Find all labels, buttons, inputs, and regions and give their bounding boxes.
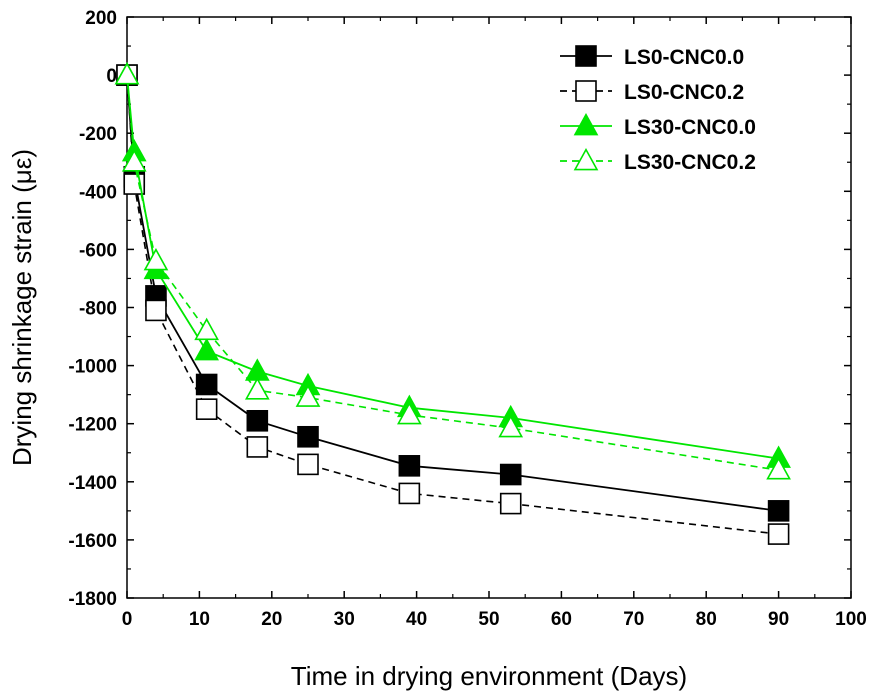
x-tick-label: 70 (623, 609, 644, 630)
data-point (499, 492, 522, 515)
y-tick-label: 0 (106, 66, 117, 87)
series-layer (114, 62, 791, 545)
legend-label: LS30-CNC0.2 (624, 151, 756, 174)
legend-label: LS30-CNC0.0 (624, 116, 756, 139)
data-point (766, 457, 791, 480)
plot-frame (126, 16, 852, 599)
x-tick-label: 100 (835, 609, 867, 630)
data-point (121, 149, 147, 172)
data-point (114, 62, 140, 85)
data-point (246, 436, 269, 458)
y-tick-label: -1800 (68, 589, 117, 610)
y-tick-label: -1200 (68, 415, 117, 436)
x-tick-label: 80 (696, 609, 717, 630)
legend-marker (575, 80, 597, 102)
series-0 (116, 64, 790, 522)
legend-label: LS0-CNC0.2 (624, 81, 744, 104)
x-tick-label: 0 (122, 609, 133, 630)
x-tick-label: 40 (406, 609, 427, 630)
series-line (126, 75, 779, 512)
legend-marker (573, 112, 599, 136)
data-point (297, 425, 319, 448)
data-point (398, 455, 421, 477)
data-point (194, 338, 219, 361)
data-point (244, 377, 270, 400)
series-1 (116, 64, 790, 545)
series-line (126, 75, 779, 535)
data-point (767, 523, 790, 545)
x-tick-label: 30 (334, 609, 355, 630)
data-point (498, 415, 524, 438)
data-point (767, 500, 790, 522)
y-tick-label: -1400 (68, 473, 117, 494)
data-point (499, 463, 522, 486)
legend-marker (575, 45, 597, 67)
data-point (246, 409, 269, 432)
legend-label: LS0-CNC0.0 (624, 46, 744, 69)
y-tick-label: -400 (79, 182, 117, 203)
x-axis-title: Time in drying environment (Days) (291, 661, 687, 691)
data-point (295, 384, 321, 407)
y-axis-title: Drying shrinkage strain (με) (7, 149, 37, 466)
x-tick-label: 90 (768, 609, 789, 630)
data-point (194, 317, 219, 341)
data-point (397, 401, 422, 425)
x-tick-label: 50 (478, 609, 499, 630)
x-tick-label: 20 (261, 609, 282, 630)
legend-marker (573, 147, 599, 171)
data-point (297, 453, 319, 476)
y-tick-label: 200 (85, 8, 117, 29)
legend: LS0-CNC0.0 LS0-CNC0.2 LS30-CNC0.0 LS30-CNC0… (560, 45, 756, 174)
x-tick-label: 60 (551, 609, 572, 630)
data-point (398, 482, 421, 505)
data-point (143, 247, 169, 271)
y-tick-label: -800 (79, 299, 117, 320)
series-3 (114, 62, 791, 480)
data-point (244, 358, 270, 381)
axes: 0 10 20 30 40 50 60 70 80 90 100 200 0 -200 -400 -600 -8… (68, 8, 866, 630)
x-tick-label: 10 (189, 609, 210, 630)
y-tick-label: -600 (79, 240, 117, 261)
data-point (195, 373, 218, 396)
data-point (195, 398, 218, 420)
y-tick-label: -1600 (68, 531, 117, 552)
y-tick-label: -200 (79, 124, 117, 145)
data-point (145, 299, 167, 322)
y-tick-label: -1000 (68, 357, 117, 378)
